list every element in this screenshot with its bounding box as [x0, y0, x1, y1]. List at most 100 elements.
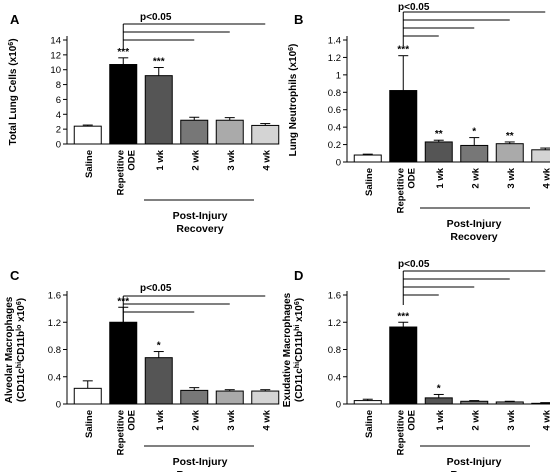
category-label: 4 wk	[541, 167, 550, 188]
ylabel-part: CD11b	[294, 331, 305, 362]
y-axis-title: Lung Neutrophils (x106)	[288, 44, 300, 157]
bar	[109, 64, 138, 145]
significance-label: p<0.05	[140, 283, 172, 294]
recovery-label-line1: Post-Injury	[173, 456, 228, 468]
ylabel-end: )	[8, 38, 19, 41]
bar	[73, 387, 102, 405]
category-label-line: Repetitive	[395, 410, 406, 455]
category-label-text: 3 wk	[506, 409, 517, 430]
significance-stars: ***	[397, 311, 409, 322]
y-tick-label: 1.2	[48, 318, 61, 329]
recovery-label-line2: Recovery	[176, 469, 223, 472]
recovery-label-line2: Recovery	[450, 469, 497, 472]
y-tick-label: 2	[56, 125, 61, 136]
y-tick-label: 14	[50, 36, 61, 47]
category-label: 3 wk	[506, 409, 517, 430]
panel-letter: B	[294, 12, 303, 27]
bar	[353, 400, 382, 405]
ylabel-part: )	[16, 298, 27, 301]
bar	[495, 401, 524, 405]
significance-stars: ***	[117, 47, 129, 58]
ylabel-superscript: 6	[16, 301, 23, 305]
bar	[424, 397, 453, 405]
category-label: 3 wk	[226, 149, 237, 170]
y-tick-label: 0.4	[328, 372, 341, 383]
category-label-text: Saline	[84, 410, 95, 438]
category-label: 2 wk	[470, 167, 481, 188]
significance-stars: ***	[397, 45, 409, 56]
y-tick-label: 12	[50, 50, 61, 61]
significance-stars: *	[472, 127, 476, 138]
category-label-text: 1 wk	[435, 167, 446, 188]
bar	[531, 149, 550, 163]
bar	[460, 400, 489, 405]
category-label-line: Repetitive	[115, 410, 126, 455]
ylabel-superscript: hi	[294, 362, 301, 368]
category-label: 1 wk	[435, 167, 446, 188]
y-tick-label: 0	[56, 140, 61, 151]
bar	[495, 143, 524, 163]
y-tick-label: 0.4	[328, 123, 341, 134]
category-label-text: 2 wk	[190, 149, 201, 170]
category-label-text: 3 wk	[226, 149, 237, 170]
bar	[353, 154, 382, 163]
bar	[215, 119, 244, 145]
y-tick-label: 1.2	[328, 53, 341, 64]
y-tick-label: 0.8	[328, 88, 341, 99]
y-tick-label: 1	[336, 70, 341, 81]
category-label-text: 1 wk	[435, 409, 446, 430]
significance-label: p<0.05	[398, 2, 430, 13]
category-label-text: 4 wk	[261, 409, 272, 430]
bar	[251, 124, 280, 145]
category-label-text: RepetitiveODE	[115, 410, 137, 455]
category-label-text: RepetitiveODE	[395, 168, 417, 213]
panel-letter: C	[10, 268, 20, 283]
category-label: 3 wk	[226, 409, 237, 430]
bar	[144, 75, 173, 145]
significance-stars: ***	[153, 56, 165, 67]
bar	[531, 402, 550, 405]
category-label: 2 wk	[190, 149, 201, 170]
category-label-text: RepetitiveODE	[115, 150, 137, 195]
ylabel-part: (CD11c	[294, 368, 305, 402]
ylabel-main: Lung Neutrophils (x10	[288, 50, 299, 156]
significance-stars: **	[506, 131, 514, 142]
category-label: 1 wk	[435, 409, 446, 430]
significance-label: p<0.05	[140, 12, 172, 23]
category-label: 1 wk	[155, 149, 166, 170]
category-label: 4 wk	[541, 409, 550, 430]
category-label-text: RepetitiveODE	[395, 410, 417, 455]
category-label: RepetitiveODE	[395, 168, 417, 213]
bar	[251, 390, 280, 405]
panel-b: B Lung Neutrophils (x106) 0 0.2 0.4 0.6 0.8 1 1.…	[288, 2, 550, 243]
bar	[73, 125, 102, 145]
ylabel-superscript: lo	[16, 325, 23, 331]
bar	[460, 144, 489, 163]
y-tick-label: 1.6	[48, 291, 61, 302]
y-tick-label: 0	[336, 400, 341, 411]
category-label: 2 wk	[470, 409, 481, 430]
category-label: Saline	[84, 410, 95, 438]
category-label-text: Saline	[364, 410, 375, 438]
y-tick-label: 0.8	[328, 345, 341, 356]
ylabel-superscript: hi	[294, 325, 301, 331]
category-label-text: 2 wk	[190, 409, 201, 430]
ylabel-superscript: hi	[16, 362, 23, 368]
ylabel-main: Total Lung Cells (x10	[8, 45, 19, 145]
category-label-text: Saline	[84, 150, 95, 178]
category-label-text: 3 wk	[226, 409, 237, 430]
ylabel-part: )	[294, 298, 305, 301]
significance-label: p<0.05	[398, 259, 430, 270]
y-axis-title-line2: (CD11chiCD11blo x106)	[16, 298, 28, 402]
significance-stars: *	[157, 341, 161, 352]
y-tick-label: 0	[56, 400, 61, 411]
ylabel-part: (CD11c	[16, 368, 27, 402]
bar	[215, 390, 244, 405]
y-axis-title-line1: Exudative Macrophages	[282, 292, 293, 407]
panel-c: C Alveolar Macrophages (CD11chiCD11blo x10…	[4, 268, 280, 472]
ylabel-part: x10	[294, 305, 305, 325]
y-tick-label: 6	[56, 95, 61, 106]
category-label-text: 2 wk	[470, 167, 481, 188]
